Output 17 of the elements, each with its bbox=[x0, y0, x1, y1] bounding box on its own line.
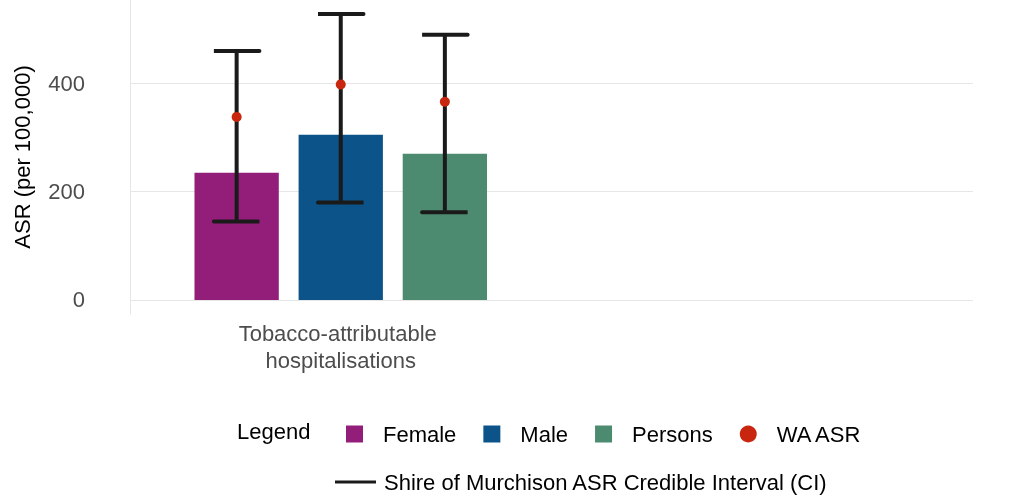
x-tick-label: Tobacco-attributable hospitalisations bbox=[238, 321, 443, 373]
legend-label: Male bbox=[520, 421, 569, 447]
legend-label: Persons bbox=[632, 421, 713, 447]
y-axis-title: ASR (per 100,000) bbox=[9, 65, 35, 249]
y-tick-label: 400 bbox=[48, 70, 85, 96]
point bbox=[439, 96, 450, 107]
bar bbox=[402, 153, 488, 300]
y-tick-label: 200 bbox=[48, 179, 85, 205]
bar bbox=[298, 134, 383, 300]
y-tick-label: 0 bbox=[72, 287, 85, 313]
legend-label: WA ASR bbox=[776, 421, 861, 447]
text: Shire of Murchison ASR Credible Interval (CI) bbox=[384, 469, 827, 495]
point bbox=[231, 111, 242, 122]
legend-label: Female bbox=[383, 421, 457, 447]
point bbox=[335, 79, 346, 90]
bar bbox=[194, 172, 279, 300]
legend-title: Legend bbox=[237, 418, 311, 444]
